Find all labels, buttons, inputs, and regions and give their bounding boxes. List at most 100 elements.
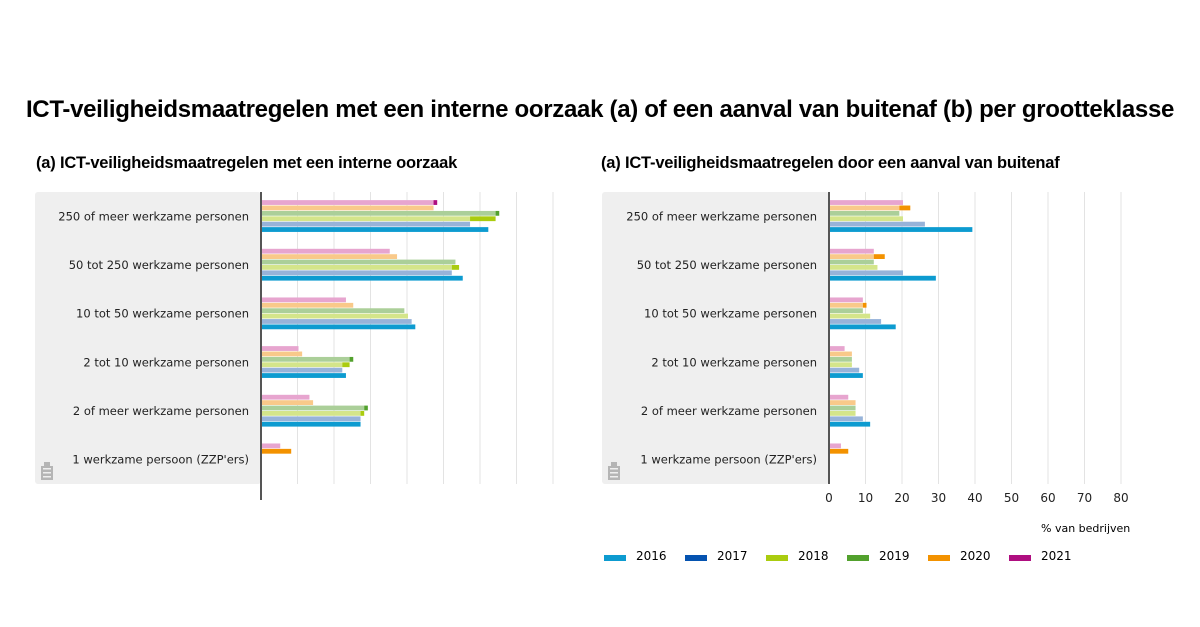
bar-2020[interactable] <box>830 400 856 405</box>
bar-2017[interactable] <box>262 416 361 422</box>
legend-swatch <box>1009 555 1031 561</box>
bar-2019[interactable] <box>830 259 874 265</box>
category-label: 2 of meer werkzame personen <box>73 404 249 418</box>
x-tick-label: 80 <box>1113 491 1128 505</box>
x-tick-label: 50 <box>1004 491 1019 505</box>
bar-2016[interactable] <box>830 421 871 427</box>
bar-change-segment <box>899 205 911 211</box>
bar-2019[interactable] <box>830 405 856 411</box>
bar-base-segment <box>830 248 874 254</box>
bar-2017[interactable] <box>830 270 903 276</box>
bar-2020[interactable] <box>262 351 303 357</box>
x-tick-label: 0 <box>825 491 833 505</box>
bar-base-segment <box>262 313 408 319</box>
bar-2019[interactable] <box>830 356 852 362</box>
bar-2017[interactable] <box>262 319 412 324</box>
bar-2020[interactable] <box>830 205 911 211</box>
bar-2017[interactable] <box>830 416 863 422</box>
bar-2021[interactable] <box>262 248 390 254</box>
bar-base-segment <box>262 319 412 324</box>
x-tick-label: 70 <box>1077 491 1092 505</box>
bar-change-segment <box>349 356 354 362</box>
bar-change-segment <box>451 265 460 270</box>
category-label: 50 tot 250 werkzame personen <box>69 258 249 272</box>
legend-swatch <box>847 555 869 561</box>
bar-2018[interactable] <box>830 265 878 270</box>
bar-2020[interactable] <box>830 448 849 454</box>
bar-2018[interactable] <box>830 313 871 319</box>
bar-2017[interactable] <box>262 367 343 373</box>
bar-change-segment <box>342 362 350 368</box>
bar-2019[interactable] <box>262 210 500 216</box>
bar-2020[interactable] <box>830 302 867 308</box>
legend-label: 2017 <box>717 549 748 563</box>
legend-swatch <box>685 555 707 561</box>
bar-2016[interactable] <box>262 373 346 378</box>
bar-2016[interactable] <box>262 227 489 232</box>
bar-base-segment <box>262 200 434 205</box>
bar-2020[interactable] <box>262 448 292 454</box>
bar-base-segment <box>830 297 863 303</box>
bar-change-segment <box>830 373 863 378</box>
bar-2021[interactable] <box>830 394 849 400</box>
bar-2018[interactable] <box>830 362 852 368</box>
bar-2020[interactable] <box>262 205 434 211</box>
bar-2020[interactable] <box>830 254 885 259</box>
bar-2021[interactable] <box>262 443 281 449</box>
bar-2021[interactable] <box>830 248 874 254</box>
bar-2018[interactable] <box>830 216 903 222</box>
bar-base-segment <box>262 216 471 222</box>
bar-base-segment <box>262 411 361 416</box>
bar-change-segment <box>862 302 867 308</box>
bar-2019[interactable] <box>262 356 354 362</box>
category-label: 10 tot 50 werkzame personen <box>76 307 249 321</box>
bar-2021[interactable] <box>830 200 903 205</box>
bar-2020[interactable] <box>830 351 852 357</box>
bar-2017[interactable] <box>830 221 925 227</box>
bar-2016[interactable] <box>262 421 361 427</box>
bar-2021[interactable] <box>830 346 845 351</box>
bar-2020[interactable] <box>262 254 398 259</box>
bar-2019[interactable] <box>262 308 405 314</box>
bar-2018[interactable] <box>262 362 350 368</box>
bar-2016[interactable] <box>830 324 896 330</box>
bar-2017[interactable] <box>262 221 471 227</box>
bar-2019[interactable] <box>830 308 863 314</box>
x-tick-label: 20 <box>894 491 909 505</box>
bar-2017[interactable] <box>262 270 452 276</box>
bar-2019[interactable] <box>830 210 900 216</box>
legend-label: 2016 <box>636 549 667 563</box>
bar-2017[interactable] <box>830 367 860 373</box>
bar-2020[interactable] <box>262 400 314 405</box>
bar-2020[interactable] <box>262 302 354 308</box>
bar-2021[interactable] <box>830 297 863 303</box>
bar-2019[interactable] <box>262 259 456 265</box>
bar-base-segment <box>262 362 343 368</box>
bar-2021[interactable] <box>262 394 310 400</box>
bar-2018[interactable] <box>262 216 496 222</box>
bar-base-segment <box>830 346 845 351</box>
bar-2018[interactable] <box>830 411 856 416</box>
bar-2017[interactable] <box>830 319 882 324</box>
bar-2018[interactable] <box>262 313 408 319</box>
bar-2018[interactable] <box>262 265 460 270</box>
bar-2021[interactable] <box>830 443 841 449</box>
bar-change-segment <box>262 227 489 232</box>
bar-2016[interactable] <box>830 373 863 378</box>
bar-2021[interactable] <box>262 297 346 303</box>
bar-2016[interactable] <box>830 227 973 232</box>
bar-2016[interactable] <box>830 275 936 281</box>
legend-swatch <box>604 555 626 561</box>
bar-2016[interactable] <box>262 324 416 330</box>
bar-base-segment <box>262 356 350 362</box>
bar-base-segment <box>262 308 405 314</box>
bar-change-segment <box>830 275 936 281</box>
bar-2016[interactable] <box>262 275 463 281</box>
bar-2018[interactable] <box>262 411 365 416</box>
x-tick-label: 40 <box>967 491 982 505</box>
bar-base-segment <box>830 351 852 357</box>
bar-2021[interactable] <box>262 346 299 351</box>
bar-base-segment <box>830 308 863 314</box>
bar-2019[interactable] <box>262 405 368 411</box>
bar-2021[interactable] <box>262 200 438 205</box>
